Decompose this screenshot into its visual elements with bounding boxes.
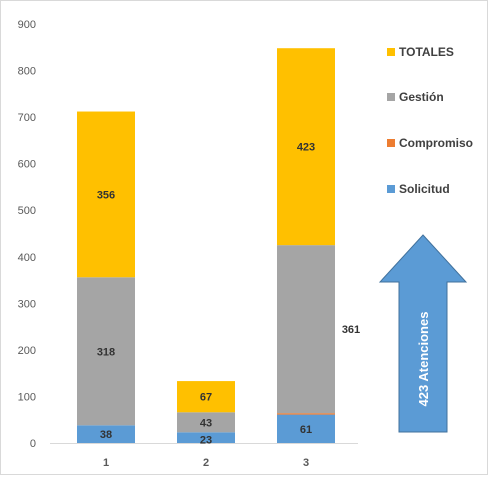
bar-segment-totales bbox=[77, 111, 135, 278]
legend-swatch bbox=[387, 185, 395, 193]
x-tick-label: 2 bbox=[203, 457, 209, 469]
legend-swatch bbox=[387, 48, 395, 56]
annotation-arrow: 423 Atenciones bbox=[378, 234, 468, 433]
bar-segment-gestión bbox=[177, 412, 235, 433]
y-tick-label: 400 bbox=[18, 252, 36, 264]
data-label: 67 bbox=[200, 392, 212, 404]
data-label: 43 bbox=[200, 417, 212, 429]
data-label: 61 bbox=[300, 424, 312, 436]
y-tick-label: 500 bbox=[18, 205, 36, 217]
x-tick-label: 1 bbox=[103, 457, 109, 469]
data-label: 318 bbox=[97, 346, 115, 358]
data-label: 23 bbox=[200, 435, 212, 447]
data-label: 361 bbox=[342, 324, 360, 336]
bar-segment-totales bbox=[177, 381, 235, 413]
data-label: 423 bbox=[297, 142, 315, 154]
y-tick-label: 300 bbox=[18, 298, 36, 310]
legend-swatch bbox=[387, 93, 395, 101]
legend-label: TOTALES bbox=[399, 45, 454, 59]
bar-segment-compromiso bbox=[277, 413, 335, 415]
bar-segment-gestión bbox=[77, 277, 135, 426]
bar-segment-solicitud bbox=[277, 414, 335, 443]
bar-segment-gestión bbox=[277, 245, 335, 414]
y-axis: 0 100 200 300 400 500 600 700 800 900 bbox=[18, 19, 36, 450]
y-tick-label: 900 bbox=[18, 19, 36, 31]
legend-label: Compromiso bbox=[399, 136, 473, 150]
y-tick-label: 200 bbox=[18, 345, 36, 357]
legend-label: Solicitud bbox=[399, 182, 450, 196]
y-tick-label: 0 bbox=[30, 438, 36, 450]
bars bbox=[77, 48, 335, 443]
up-arrow-shape bbox=[378, 234, 468, 433]
data-label: 356 bbox=[97, 189, 115, 201]
bar-segment-solicitud bbox=[177, 432, 235, 443]
bar-segment-solicitud bbox=[77, 425, 135, 443]
y-tick-label: 600 bbox=[18, 159, 36, 171]
y-tick-label: 800 bbox=[18, 66, 36, 78]
y-tick-label: 100 bbox=[18, 391, 36, 403]
legend-label: Gestión bbox=[399, 90, 444, 104]
data-labels: 38 23 61 318 43 361 356 67 423 bbox=[97, 142, 360, 447]
x-tick-label: 3 bbox=[303, 457, 309, 469]
legend-swatch bbox=[387, 139, 395, 147]
legend: TOTALES Gestión Compromiso Solicitud bbox=[387, 45, 473, 196]
x-axis: 1 2 3 bbox=[50, 443, 358, 469]
bar-segment-totales bbox=[277, 48, 335, 246]
data-label: 38 bbox=[100, 429, 112, 441]
y-tick-label: 700 bbox=[18, 112, 36, 124]
arrow-annotation-text: 423 Atenciones bbox=[416, 312, 431, 407]
